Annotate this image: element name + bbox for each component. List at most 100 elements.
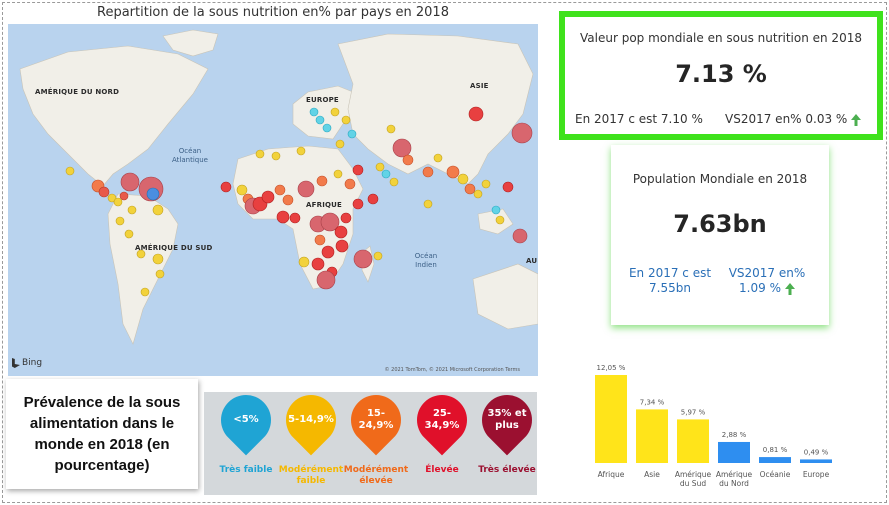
bar-2[interactable] <box>677 419 709 463</box>
map-bubble[interactable] <box>311 257 325 271</box>
map-bubble[interactable] <box>282 194 294 206</box>
legend-label-moderately-low: Modérément faible <box>278 465 344 486</box>
map-bubble[interactable] <box>315 115 325 125</box>
map-bubble[interactable] <box>367 193 379 205</box>
map-bubble[interactable] <box>98 186 110 198</box>
map-bubble[interactable] <box>220 181 232 193</box>
map-bubble[interactable] <box>255 149 265 159</box>
map-bubble[interactable] <box>107 193 117 203</box>
map-bubble[interactable] <box>136 249 146 259</box>
map-bubble[interactable] <box>389 177 399 187</box>
map-bubble[interactable] <box>152 204 164 216</box>
map-bubble[interactable] <box>261 190 275 204</box>
legend-range-high: 25-34,9% <box>424 408 460 431</box>
kpi-population-value: 7.63bn <box>673 210 767 238</box>
map-bubble[interactable] <box>333 169 343 179</box>
legend-range-moderately-low: 5-14,9% <box>288 414 334 425</box>
world-map[interactable]: AMÉRIQUE DU NORD EUROPE ASIE AFRIQUE AMÉ… <box>8 24 538 376</box>
kpi-undernutrition-card[interactable]: Valeur pop mondiale en sous nutrition en… <box>559 11 883 140</box>
map-bubble[interactable] <box>316 175 328 187</box>
bar-category-label: Europe <box>803 470 830 479</box>
map-bubble[interactable] <box>334 225 348 239</box>
map-bubble[interactable] <box>274 184 286 196</box>
map-bubble[interactable] <box>271 151 281 161</box>
map-bubble[interactable] <box>446 165 460 179</box>
map-bubble[interactable] <box>335 239 349 253</box>
map-bubble[interactable] <box>113 197 123 207</box>
map-bubble[interactable] <box>457 173 469 185</box>
map-bubble[interactable] <box>309 107 319 117</box>
map-bubble[interactable] <box>422 166 434 178</box>
map-bubble[interactable] <box>347 129 357 139</box>
map-bubble[interactable] <box>464 183 476 195</box>
map-bubble[interactable] <box>352 198 364 210</box>
map-bubble[interactable] <box>495 215 505 225</box>
kpi-population-card[interactable]: Population Mondiale en 2018 7.63bn En 20… <box>611 145 829 325</box>
map-bubble[interactable] <box>119 191 129 201</box>
map-bubble[interactable] <box>155 269 165 279</box>
map-bubble[interactable] <box>386 124 396 134</box>
label-au: AU <box>526 257 538 265</box>
map-bubble[interactable] <box>511 122 533 144</box>
map-bubble[interactable] <box>468 106 484 122</box>
kpi-population-delta-row: VS2017 en% 1.09 % <box>721 266 813 296</box>
legend-range-moderately-high: 15-24,9% <box>358 408 394 431</box>
map-bubble[interactable] <box>375 162 385 172</box>
map-bubble[interactable] <box>433 153 443 163</box>
map-bubble[interactable] <box>352 164 364 176</box>
map-bubble[interactable] <box>120 172 140 192</box>
map-bubble[interactable] <box>296 146 306 156</box>
map-copyright[interactable]: © 2021 TomTom, © 2021 Microsoft Corporat… <box>384 367 520 373</box>
bar-3[interactable] <box>718 441 750 463</box>
arrow-up-icon <box>851 113 862 126</box>
map-bubble[interactable] <box>236 184 248 196</box>
bar-0[interactable] <box>595 375 627 463</box>
map-bubble[interactable] <box>115 216 125 226</box>
bar-category-label: Asie <box>644 470 660 479</box>
map-bubble[interactable] <box>152 253 164 265</box>
legend-label-very-high: Très élevée <box>478 465 536 475</box>
map-bubble[interactable] <box>314 234 326 246</box>
map-bubble[interactable] <box>330 107 340 117</box>
map-bubble[interactable] <box>321 245 335 259</box>
map-bubble[interactable] <box>491 205 501 215</box>
kpi-undernutrition-delta: VS2017 en% 0.03 % <box>725 112 848 126</box>
region-bar-chart[interactable]: 12,05 % Afrique 7,34 % Asie 5,97 % Amérique du… <box>590 355 840 495</box>
map-bubble[interactable] <box>341 115 351 125</box>
legend-label-very-low: Très faible <box>219 465 273 475</box>
map-bubble[interactable] <box>353 249 373 269</box>
map-bubble[interactable] <box>316 270 336 290</box>
map-bubbles <box>65 106 533 297</box>
map-bubble[interactable] <box>481 179 491 189</box>
bar-value-label: 2,88 % <box>722 431 747 439</box>
map-bubble[interactable] <box>402 154 414 166</box>
map-bubble[interactable] <box>320 212 340 232</box>
map-bubble[interactable] <box>322 123 332 133</box>
map-bubble[interactable] <box>392 138 412 158</box>
map-bubble[interactable] <box>146 187 160 201</box>
label-africa: AFRIQUE <box>306 201 343 209</box>
bar-4[interactable] <box>759 457 791 463</box>
map-bubble[interactable] <box>373 251 383 261</box>
map-bubble[interactable] <box>297 180 315 198</box>
map-bubble[interactable] <box>512 228 528 244</box>
map-bubble[interactable] <box>140 287 150 297</box>
bar-5[interactable] <box>800 459 832 463</box>
map-bubble[interactable] <box>127 205 137 215</box>
map-bubble[interactable] <box>423 199 433 209</box>
map-bubble[interactable] <box>344 178 356 190</box>
map-bubble[interactable] <box>276 210 290 224</box>
bar-1[interactable] <box>636 409 668 463</box>
map-bubble[interactable] <box>340 212 352 224</box>
map-bubble[interactable] <box>124 229 134 239</box>
bar-chart-svg: 12,05 % Afrique 7,34 % Asie 5,97 % Amérique du… <box>595 364 832 488</box>
map-bubble[interactable] <box>65 166 75 176</box>
map-bubble[interactable] <box>289 212 301 224</box>
map-bubble[interactable] <box>502 181 514 193</box>
bar-value-label: 7,34 % <box>640 398 665 406</box>
map-bubble[interactable] <box>381 169 391 179</box>
map-bubble[interactable] <box>473 189 483 199</box>
map-bubble[interactable] <box>298 256 310 268</box>
map-bubble[interactable] <box>335 139 345 149</box>
